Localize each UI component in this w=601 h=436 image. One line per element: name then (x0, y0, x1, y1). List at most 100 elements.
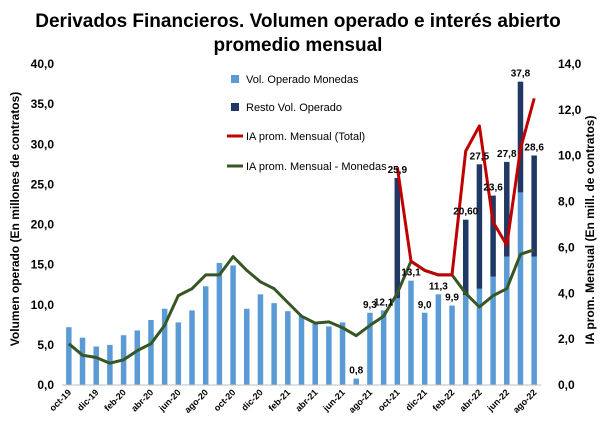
bar-vol-monedas (134, 330, 141, 385)
data-labels: 0,8 9,312,1 25,9 13,1 9,0 11,39,9 20,60 27,5 23,… (349, 69, 544, 377)
data-label: 28,6 (524, 142, 544, 153)
bar-vol-monedas (298, 315, 305, 385)
data-label: 37,8 (511, 69, 531, 80)
bar-vol-monedas (353, 378, 359, 385)
bar-vol-monedas (189, 310, 195, 385)
bar-resto (490, 195, 496, 277)
bar-vol-monedas (285, 311, 291, 385)
x-tick-label: feb-20 (102, 387, 128, 413)
y-tick-left: 5,0 (37, 338, 54, 352)
bar-vol-monedas (435, 294, 442, 385)
bar-vol-monedas (312, 324, 318, 385)
data-label: 9,9 (445, 293, 459, 304)
chart-title-line1: Derivados Financieros. Volumen operado e… (35, 11, 560, 32)
y-tick-left: 20,0 (31, 218, 55, 232)
right-axis: 0,0 2,0 4,0 6,0 8,0 10,0 12,0 14,0 (558, 57, 582, 392)
data-label: 0,8 (349, 366, 363, 377)
data-label: 20,60 (453, 207, 478, 218)
legend-label-ia-monedas: IA prom. Mensual - Monedas (246, 161, 387, 173)
bar-vol-monedas (449, 305, 455, 385)
y-tick-right: 10,0 (558, 149, 582, 163)
bar-vol-monedas (394, 298, 401, 385)
y-axis-label-left: Volumen operado (En millones de contrato… (8, 92, 22, 346)
bar-vol-monedas (230, 265, 236, 385)
bar-vol-monedas (271, 303, 277, 385)
lines (67, 98, 536, 365)
y-tick-right: 2,0 (558, 332, 575, 346)
left-axis: 0,0 5,0 10,0 15,0 20,0 25,0 30,0 35,0 40,0 (31, 57, 55, 392)
x-tick-label: ago-21 (347, 387, 375, 415)
data-label: 13,1 (401, 268, 421, 279)
x-tick-label: abr-22 (458, 387, 484, 413)
y-tick-right: 4,0 (558, 286, 575, 300)
y-tick-left: 0,0 (37, 378, 54, 392)
data-label: 27,5 (470, 151, 490, 162)
data-label: 9,0 (418, 300, 432, 311)
y-tick-right: 8,0 (558, 195, 575, 209)
legend-label-ia-total: IA prom. Mensual (Total) (246, 131, 365, 143)
legend-swatch-resto (231, 103, 239, 111)
x-tick-label: dic-19 (75, 387, 100, 412)
bar-vol-monedas (339, 322, 346, 385)
y-tick-left: 10,0 (31, 298, 55, 312)
y-tick-right: 12,0 (558, 103, 582, 117)
chart-title-line2: promedio mensual (214, 35, 383, 56)
bar-vol-monedas (257, 294, 264, 385)
line-ia-monedas (67, 248, 535, 365)
data-label: 23,6 (483, 183, 503, 194)
bar-vol-monedas (476, 288, 483, 385)
bar-vol-monedas (244, 308, 250, 385)
x-tick-label: ago-20 (183, 387, 211, 415)
bar-resto (462, 219, 469, 296)
y-tick-left: 15,0 (31, 258, 55, 272)
line-ia-total (395, 98, 536, 277)
bar-vol-monedas (66, 327, 72, 385)
x-tick-label: jun-22 (485, 387, 512, 414)
x-tick-label: dic-21 (404, 387, 429, 412)
bar-resto (504, 161, 510, 257)
bar-vol-monedas (367, 312, 373, 385)
x-axis: oct-19 dic-19 feb-20 abr-20 jun-20 ago-20 oct-… (47, 387, 538, 415)
data-label: 12,1 (374, 297, 394, 308)
bar-resto (476, 164, 483, 289)
bar-vol-monedas (107, 344, 113, 385)
bars (66, 81, 537, 385)
bar-vol-monedas (380, 310, 387, 385)
y-tick-left: 25,0 (31, 177, 55, 191)
x-tick-label: abr-20 (129, 387, 155, 413)
bar-vol-monedas (79, 337, 86, 385)
x-tick-label: jun-21 (320, 387, 347, 414)
x-tick-label: feb-22 (431, 387, 457, 413)
y-tick-left: 30,0 (31, 137, 55, 151)
y-axis-label-right: IA prom. Mensual (En mill. de contratos) (583, 116, 597, 345)
y-tick-right: 6,0 (558, 240, 575, 254)
bar-resto (394, 177, 401, 299)
bar-vol-monedas (462, 295, 469, 385)
y-tick-right: 14,0 (558, 57, 582, 71)
bar-resto (531, 155, 537, 257)
data-label: 11,3 (429, 281, 448, 292)
bar-vol-monedas (421, 312, 428, 385)
bar-vol-monedas (202, 286, 209, 385)
bar-vol-monedas (408, 280, 414, 385)
x-tick-label: jun-20 (156, 387, 183, 414)
bar-vol-monedas (326, 326, 332, 385)
x-tick-label: ago-22 (511, 387, 539, 415)
bar-vol-monedas (148, 319, 154, 385)
legend: Vol. Operado Monedas Resto Vol. Operado … (227, 74, 387, 173)
legend-swatch-vol-monedas (231, 75, 239, 83)
x-tick-label: dic-20 (239, 387, 264, 412)
bar-vol-monedas (490, 276, 496, 385)
legend-label-vol-monedas: Vol. Operado Monedas (246, 74, 359, 86)
bar-vol-monedas (175, 322, 182, 385)
bar-vol-monedas (216, 263, 223, 385)
legend-label-resto: Resto Vol. Operado (246, 102, 342, 114)
x-tick-label: oct-21 (376, 387, 402, 413)
x-tick-label: feb-21 (266, 387, 292, 413)
x-tick-label: oct-20 (212, 387, 238, 413)
y-tick-left: 35,0 (31, 97, 55, 111)
x-tick-label: abr-21 (293, 387, 319, 413)
y-tick-right: 0,0 (558, 378, 575, 392)
bar-vol-monedas (531, 256, 537, 385)
